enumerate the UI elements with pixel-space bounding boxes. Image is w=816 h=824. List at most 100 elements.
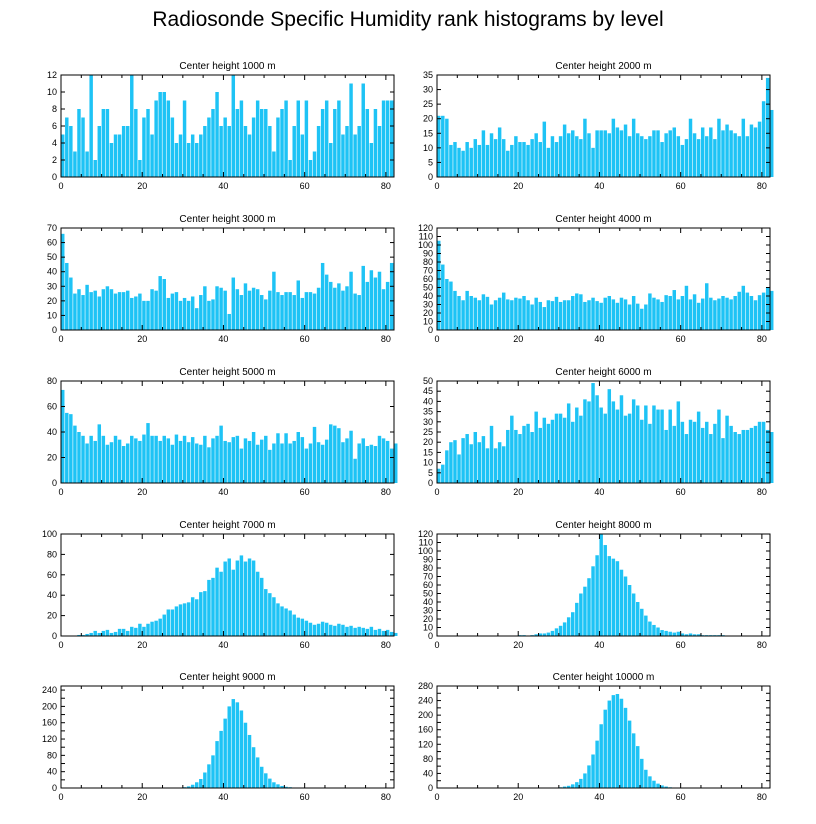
histogram-bar <box>611 695 616 788</box>
histogram-bar <box>215 567 219 636</box>
histogram-bar <box>497 127 502 177</box>
y-tick-label: 120 <box>42 734 57 744</box>
histogram-bar <box>385 629 390 636</box>
histogram-bar <box>627 585 632 636</box>
histogram-bar <box>562 417 567 483</box>
histogram-bar <box>453 290 457 330</box>
histogram-bar <box>664 295 668 330</box>
histogram-bar <box>741 118 746 177</box>
histogram-bar <box>631 118 636 177</box>
histogram-bar <box>575 782 579 788</box>
histogram-bar <box>506 299 510 330</box>
histogram-bar <box>182 435 187 483</box>
histogram-bar <box>765 287 770 330</box>
histogram-bar <box>445 118 449 177</box>
histogram-bar <box>473 432 478 483</box>
histogram-bar <box>178 134 183 177</box>
histogram-bar <box>219 730 223 788</box>
x-tick-label: 20 <box>513 181 523 191</box>
histogram-bar <box>676 631 681 636</box>
histogram-bar <box>77 432 81 483</box>
histogram-bar <box>353 293 357 330</box>
histogram-bar <box>377 628 382 636</box>
histogram-bar <box>276 292 280 330</box>
histogram-bar <box>453 440 457 483</box>
histogram-bar <box>324 100 329 177</box>
y-tick-label: 200 <box>42 701 57 711</box>
panel-title: Center height 4000 m <box>555 214 651 225</box>
histogram-bar <box>333 425 337 484</box>
histogram-bar <box>125 126 130 177</box>
histogram-bar <box>733 296 737 330</box>
histogram-bar <box>345 126 349 177</box>
histogram-bar <box>154 290 158 330</box>
histogram-bar <box>457 296 461 330</box>
histogram-bar <box>745 136 750 177</box>
x-tick-label: 40 <box>218 792 228 802</box>
histogram-bar <box>211 438 215 484</box>
histogram-bar <box>373 446 378 483</box>
x-tick-label: 60 <box>676 640 686 650</box>
y-tick-label: 0 <box>52 325 57 335</box>
histogram-bar <box>288 610 292 636</box>
y-tick-label: 15 <box>423 128 433 138</box>
histogram-bar <box>105 629 110 636</box>
histogram-bar <box>264 773 268 788</box>
histogram-bar <box>365 281 370 330</box>
y-tick-label: 45 <box>423 386 433 396</box>
histogram-bar <box>77 289 81 330</box>
histogram-bar <box>186 786 191 788</box>
histogram-bar <box>571 421 575 483</box>
y-tick-label: 0 <box>428 172 433 182</box>
histogram-bar <box>333 625 337 636</box>
plot-frame <box>60 533 395 637</box>
panel-title: Center height 9000 m <box>179 672 275 683</box>
x-tick-label: 40 <box>594 792 604 802</box>
y-tick-label: 0 <box>428 783 433 793</box>
histogram-bar <box>652 780 656 788</box>
histogram-bar <box>357 626 361 636</box>
histogram-bar <box>77 109 81 177</box>
y-tick-label: 8 <box>52 104 57 114</box>
histogram-bar <box>737 291 741 330</box>
histogram-bar <box>591 297 595 330</box>
histogram-bar <box>526 300 530 330</box>
histogram-bar <box>566 133 571 177</box>
histogram-bar <box>150 134 154 177</box>
histogram-bar <box>203 591 207 636</box>
histogram-bar <box>623 299 628 330</box>
histogram-bar <box>284 786 288 788</box>
histogram-bar <box>333 287 337 330</box>
histogram-bar <box>251 117 256 177</box>
histogram-bar <box>684 434 689 483</box>
y-tick-label: 10 <box>423 317 433 327</box>
histogram-bar <box>692 294 697 330</box>
histogram-bar <box>599 302 603 330</box>
histogram-bar <box>705 421 709 483</box>
histogram-bar <box>705 283 709 330</box>
y-tick-label: 120 <box>418 739 433 749</box>
y-tick-label: 40 <box>47 267 57 277</box>
histogram-bar <box>268 593 272 636</box>
histogram-bar <box>113 631 118 636</box>
histogram-bar <box>457 147 461 177</box>
panel-title: Center height 1000 m <box>179 61 275 72</box>
histogram-bar <box>611 118 616 177</box>
y-tick-label: 70 <box>423 266 433 276</box>
histogram-bar <box>81 634 85 636</box>
histogram-bar <box>130 626 134 636</box>
x-tick-label: 80 <box>757 640 767 650</box>
histogram-bar <box>522 142 526 177</box>
histogram-bar <box>566 300 571 330</box>
histogram-bar <box>583 301 587 330</box>
histogram-bar <box>292 295 296 330</box>
histogram-bar <box>223 117 227 177</box>
y-tick-label: 10 <box>423 143 433 153</box>
histogram-bar <box>134 296 138 330</box>
y-tick-label: 30 <box>47 281 57 291</box>
histogram-bar <box>89 632 93 636</box>
histogram-bar <box>300 297 305 330</box>
histogram-bar <box>304 100 309 177</box>
histogram-bar <box>546 423 551 483</box>
x-tick-label: 40 <box>594 640 604 650</box>
